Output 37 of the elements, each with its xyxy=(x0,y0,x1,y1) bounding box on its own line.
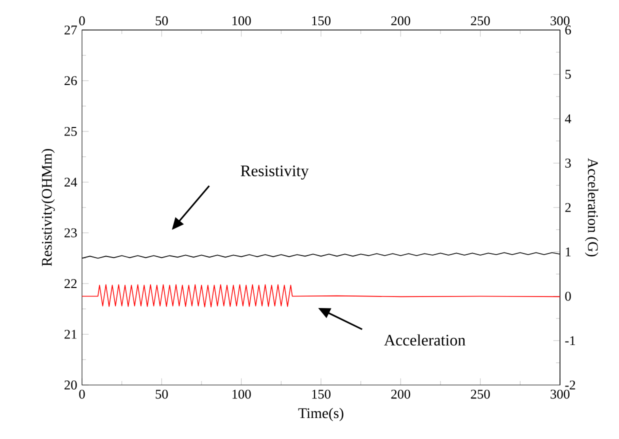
y2-tick-label: 3 xyxy=(565,158,571,168)
y-tick-label: 22 xyxy=(64,279,77,288)
x-tick-label: 200 xyxy=(391,16,410,26)
y-tick-label: 23 xyxy=(64,228,77,238)
x2-tick-label: 150 xyxy=(312,390,330,399)
x-tick-label: 250 xyxy=(470,16,490,26)
line-series xyxy=(82,284,560,308)
y-tick-label: 24 xyxy=(64,178,78,187)
y2-tick-label: 5 xyxy=(565,70,571,79)
annotation: Resistivity xyxy=(240,165,309,180)
y2-tick-label: -2 xyxy=(565,380,576,390)
x-tick-label: 100 xyxy=(232,16,251,26)
x2-tick-label: 50 xyxy=(156,390,168,399)
x-tick-label: 50 xyxy=(156,16,168,26)
y-tick-label: 25 xyxy=(64,126,77,136)
y-tick-label: 26 xyxy=(64,76,77,86)
y2-axis-title: Acceleration (G) xyxy=(584,158,598,256)
x-tick-label: 300 xyxy=(550,16,570,26)
y-tick-label: 20 xyxy=(64,380,77,390)
y-axis-title: Resistivity(OHMm) xyxy=(41,149,55,266)
x-axis-title: Time(s) xyxy=(298,408,344,422)
x-tick-label: 0 xyxy=(79,16,85,26)
x2-tick-label: 250 xyxy=(470,390,490,399)
x2-tick-label: 100 xyxy=(232,390,251,399)
y2-tick-label: -1 xyxy=(565,336,576,346)
x2-tick-label: 0 xyxy=(79,390,85,399)
y2-tick-label: 4 xyxy=(564,114,572,124)
y-tick-label: 27 xyxy=(64,26,77,34)
y2-tick-label: 0 xyxy=(565,292,571,301)
x2-tick-label: 300 xyxy=(550,390,570,399)
y2-tick-label: 2 xyxy=(565,203,571,212)
annotation: Acceleration xyxy=(384,334,466,346)
x2-tick-label: 200 xyxy=(391,390,410,399)
y2-tick-label: 1 xyxy=(566,247,571,256)
x-tick-label: 150 xyxy=(312,16,330,26)
y-tick-label: 21 xyxy=(64,330,77,339)
y2-tick-label: 6 xyxy=(565,26,571,34)
